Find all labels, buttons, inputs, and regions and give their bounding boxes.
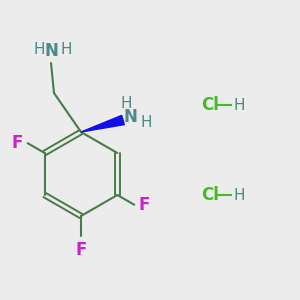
Text: H: H	[233, 98, 245, 112]
Text: N: N	[44, 42, 58, 60]
Text: H: H	[60, 42, 72, 57]
Text: F: F	[12, 134, 23, 152]
Text: Cl: Cl	[201, 186, 219, 204]
Text: H: H	[233, 188, 245, 202]
Text: N: N	[123, 108, 137, 126]
Polygon shape	[81, 116, 124, 132]
Text: H: H	[120, 96, 132, 111]
Text: H: H	[33, 42, 45, 57]
Text: Cl: Cl	[201, 96, 219, 114]
Text: F: F	[139, 196, 150, 214]
Text: H: H	[141, 116, 152, 130]
Text: F: F	[75, 241, 87, 259]
